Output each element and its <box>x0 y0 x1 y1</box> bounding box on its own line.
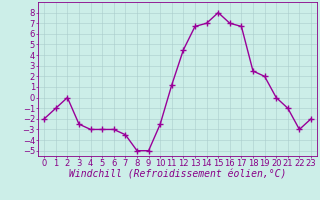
X-axis label: Windchill (Refroidissement éolien,°C): Windchill (Refroidissement éolien,°C) <box>69 170 286 180</box>
